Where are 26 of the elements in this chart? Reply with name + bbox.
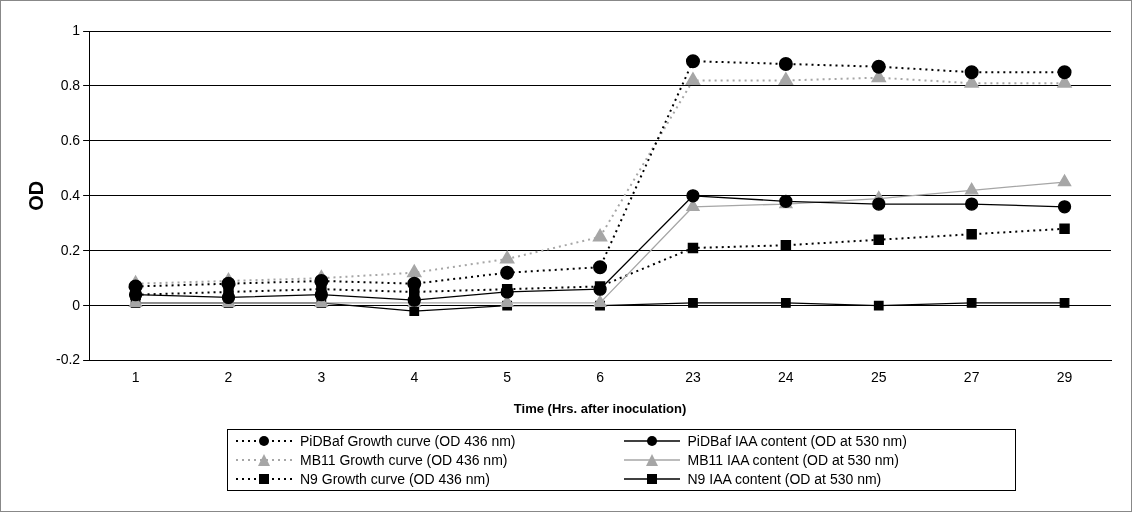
x-tick-label: 4 [410,368,419,385]
legend-label: N9 IAA content (OD at 530 nm) [687,471,882,487]
x-tick-label: 5 [503,368,512,385]
x-tick-label: 24 [778,368,794,385]
legend-label: MB11 IAA content (OD at 530 nm) [687,452,899,468]
y-tick-label: 0.8 [60,76,81,93]
x-tick-label: 25 [870,368,887,385]
x-tick-label: 23 [685,368,701,385]
legend-label: N9 Growth curve (OD 436 nm) [300,471,490,487]
y-tick-label: 0.6 [60,131,81,148]
x-tick-label: 6 [596,368,605,385]
y-tick-label: 0 [72,296,81,313]
y-tick-label: 0.4 [60,186,81,203]
x-tick-label: 29 [1056,368,1073,385]
y-tick-label: 0.2 [60,241,81,258]
y-tick-label: 1 [72,21,81,38]
y-tick-label: -0.2 [56,351,81,368]
legend-label: PiDBaf IAA content (OD at 530 nm) [687,433,907,449]
x-tick-label: 2 [224,368,233,385]
x-tick-label: 27 [963,368,980,385]
x-tick-label: 3 [317,368,326,385]
legend-label: PiDBaf Growth curve (OD 436 nm) [300,433,516,449]
x-axis-title: Time (Hrs. after inoculation) [513,400,687,416]
legend-label: MB11 Growth curve (OD 436 nm) [300,452,508,468]
y-axis-title: OD [24,180,47,211]
x-tick-label: 1 [131,368,140,385]
